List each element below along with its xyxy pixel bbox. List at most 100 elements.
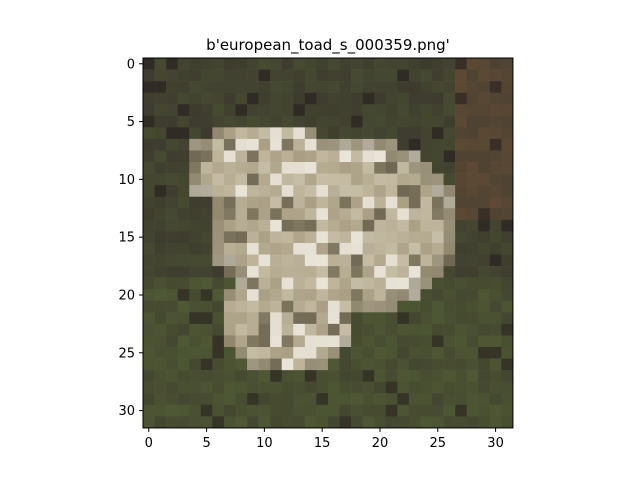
image-pixel [200,58,213,70]
image-pixel [177,335,190,348]
image-pixel [270,173,283,186]
image-pixel [385,231,398,244]
image-pixel [270,138,283,151]
image-pixel [270,393,283,406]
image-pixel [223,404,236,417]
image-pixel [374,196,387,209]
image-pixel [362,115,375,128]
image-pixel [177,127,190,140]
image-pixel [385,347,398,359]
image-pixel [154,277,167,290]
image-pixel [177,277,190,290]
image-pixel [339,335,352,348]
image-pixel [374,370,387,382]
image-pixel [166,300,178,313]
image-pixel [385,312,398,325]
image-pixel [258,312,271,325]
image-pixel [316,381,329,394]
image-pixel [212,323,225,336]
image-pixel [235,242,248,255]
image-pixel [154,138,167,151]
image-pixel [304,69,317,82]
image-pixel [258,219,271,232]
image-pixel [478,335,491,348]
image-pixel [408,277,421,290]
image-pixel [223,138,236,151]
image-pixel [212,347,225,359]
image-pixel [223,323,236,336]
image-pixel [304,335,317,348]
image-pixel [351,277,363,290]
image-pixel [351,347,363,359]
image-pixel [385,381,398,394]
image-pixel [466,104,479,117]
image-pixel [281,323,294,336]
image-pixel [177,150,190,163]
image-pixel [408,289,421,302]
image-pixel [154,58,167,70]
image-pixel [316,208,329,221]
image-pixel [420,92,433,105]
image-pixel [154,312,167,325]
image-pixel [223,115,236,128]
image-pixel [397,347,410,359]
image-pixel [223,393,236,406]
image-pixel [489,115,502,128]
image-pixel [385,358,398,371]
image-pixel [143,254,155,267]
image-pixel [247,300,259,313]
image-pixel [235,289,248,302]
image-pixel [327,289,340,302]
image-pixel [223,266,236,278]
image-pixel [466,208,479,221]
image-pixel [489,208,502,221]
image-pixel [177,208,190,221]
image-pixel [327,92,340,105]
image-pixel [189,358,202,371]
image-pixel [166,335,178,348]
image-pixel [489,185,502,198]
image-pixel [374,219,387,232]
image-pixel [351,300,363,313]
image-pixel [212,208,225,221]
image-pixel [281,150,294,163]
image-pixel [385,416,398,429]
image-pixel [166,104,178,117]
image-pixel [293,104,306,117]
image-pixel [385,104,398,117]
image-pixel [270,219,283,232]
image-pixel [189,404,202,417]
image-pixel [247,150,259,163]
image-pixel [339,104,352,117]
image-pixel [316,58,329,70]
image-pixel [235,185,248,198]
image-pixel [235,219,248,232]
image-pixel [489,162,502,174]
image-pixel [143,208,155,221]
image-pixel [212,266,225,278]
image-pixel [397,127,410,140]
image-pixel [143,138,155,151]
image-pixel [177,173,190,186]
image-pixel [351,69,363,82]
image-pixel [385,370,398,382]
image-pixel [466,358,479,371]
image-pixel [316,104,329,117]
image-pixel [143,127,155,140]
image-pixel [189,370,202,382]
image-pixel [489,242,502,255]
image-pixel [281,196,294,209]
image-pixel [293,381,306,394]
image-pixel [281,162,294,174]
image-pixel [166,162,178,174]
image-pixel [258,81,271,93]
image-pixel [455,104,467,117]
image-pixel [351,150,363,163]
image-pixel [316,138,329,151]
image-pixel [489,300,502,313]
image-pixel [177,300,190,313]
image-pixel [408,358,421,371]
image-pixel [339,185,352,198]
image-pixel [455,277,467,290]
